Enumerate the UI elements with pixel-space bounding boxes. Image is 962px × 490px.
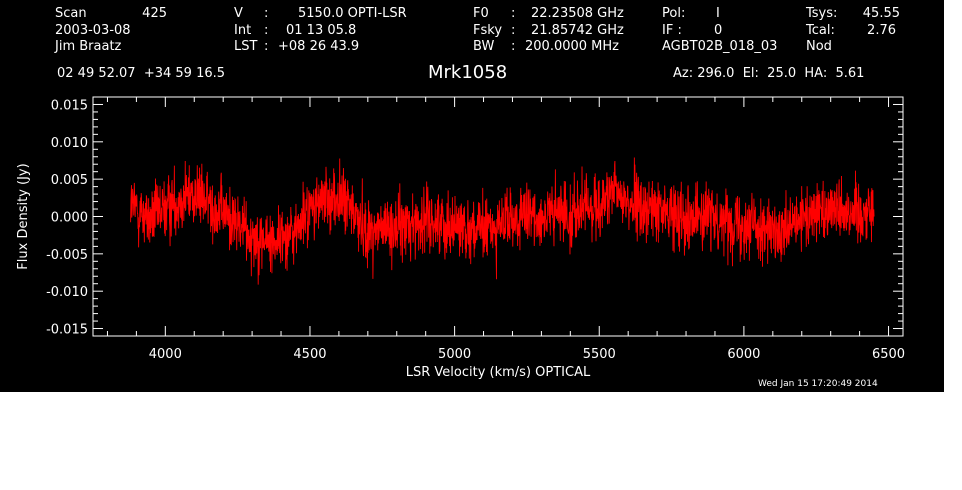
lst-label: LST bbox=[234, 39, 258, 54]
lst-value: +08 26 43.9 bbox=[278, 39, 360, 54]
sky-frequency-colon: : bbox=[511, 23, 516, 38]
x-tick-label: 5000 bbox=[438, 347, 471, 362]
sky-frequency-value: 21.85742 GHz bbox=[531, 23, 624, 38]
bandwidth-colon: : bbox=[511, 39, 516, 54]
bandwidth-value: 200.0000 MHz bbox=[525, 39, 619, 54]
y-tick-label: 0.015 bbox=[51, 98, 88, 113]
project-id: AGBT02B_018_03 bbox=[662, 39, 778, 54]
y-tick-label: -0.005 bbox=[46, 248, 88, 263]
tick-layer bbox=[93, 96, 903, 337]
tsys-label: Tsys: bbox=[806, 6, 838, 21]
x-tick-label: 6000 bbox=[727, 347, 760, 362]
bandwidth-label: BW bbox=[473, 39, 495, 54]
source-coordinates: 02 49 52.07 +34 59 16.5 bbox=[57, 66, 226, 81]
integration-colon: : bbox=[264, 23, 269, 38]
source-name: Mrk1058 bbox=[428, 62, 508, 83]
observer-name: Jim Braatz bbox=[55, 39, 122, 54]
tsys-value: 45.55 bbox=[862, 6, 900, 21]
y-tick-label: 0.005 bbox=[51, 173, 88, 188]
axis-label-layer: 4000 4500 5000 5500 6000 6500 -0.015 -0.010 -0.0… bbox=[16, 98, 905, 380]
rest-frequency-value: 22.23508 GHz bbox=[531, 6, 624, 21]
timestamp: Wed Jan 15 17:20:49 2014 bbox=[758, 379, 878, 389]
velocity-value: 5150.0 OPTI-LSR bbox=[298, 6, 407, 21]
sky-frequency-label: Fsky bbox=[473, 23, 503, 38]
scan-value: 425 bbox=[142, 6, 167, 21]
az-el-ha-readout: Az: 296.0 El: 25.0 HA: 5.61 bbox=[673, 66, 865, 81]
y-tick-label: -0.010 bbox=[46, 285, 88, 300]
lst-colon: : bbox=[264, 39, 269, 54]
x-tick-label: 5500 bbox=[583, 347, 616, 362]
spectrum-series-line bbox=[130, 157, 875, 285]
if-label: IF : bbox=[662, 23, 682, 38]
polarization-label: Pol: bbox=[662, 6, 686, 21]
switching-mode: Nod bbox=[806, 39, 832, 54]
rest-frequency-colon: : bbox=[511, 6, 516, 21]
tcal-label: Tcal: bbox=[806, 23, 835, 38]
x-tick-label: 4500 bbox=[293, 347, 326, 362]
scan-label: Scan bbox=[55, 6, 87, 21]
y-tick-label: -0.015 bbox=[46, 323, 88, 338]
tcal-value: 2.76 bbox=[867, 23, 896, 38]
rest-frequency-label: F0 bbox=[473, 6, 489, 21]
y-tick-label: 0.010 bbox=[51, 136, 88, 151]
x-axis-label: LSR Velocity (km/s) OPTICAL bbox=[406, 365, 591, 380]
x-tick-label: 6500 bbox=[872, 347, 905, 362]
spectrum-trace-layer bbox=[130, 157, 875, 285]
velocity-label: V bbox=[234, 6, 243, 21]
polarization-value: I bbox=[716, 6, 720, 21]
y-axis-label: Flux Density (Jy) bbox=[16, 163, 31, 269]
y-tick-label: 0.000 bbox=[51, 211, 88, 226]
velocity-colon: : bbox=[264, 6, 269, 21]
integration-value: 01 13 05.8 bbox=[286, 23, 357, 38]
observation-date: 2003-03-08 bbox=[55, 23, 131, 38]
spectrum-plot: 4000 4500 5000 5500 6000 6500 -0.015 -0.010 -0.0… bbox=[16, 96, 905, 380]
if-value: 0 bbox=[714, 23, 723, 38]
x-tick-label: 4000 bbox=[149, 347, 182, 362]
integration-label: Int bbox=[234, 23, 252, 38]
